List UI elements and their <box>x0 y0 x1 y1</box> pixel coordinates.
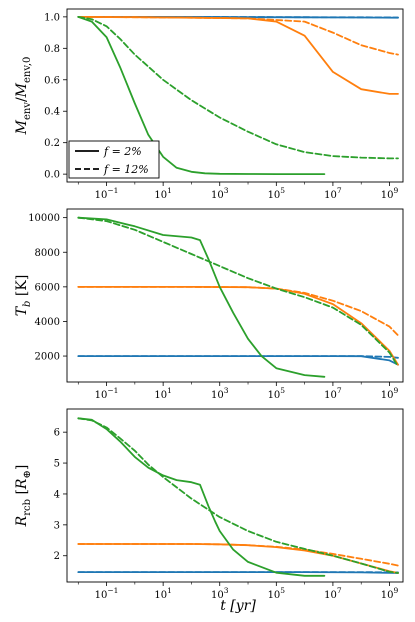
legend-label-solid: f = 2% <box>103 145 142 158</box>
panel-1: 10−1 101 103 105 107 109 0.0 0.2 0.4 0.6 0.8 1.0 Men… <box>14 8 404 201</box>
x-tick-label: 105 <box>268 386 286 401</box>
x-tick-label: 103 <box>211 186 229 201</box>
y-axis-label: Menv/Menv,0 <box>14 57 33 136</box>
x-tick-label: 107 <box>324 186 342 201</box>
x-tick-label: 10−1 <box>95 186 119 201</box>
panels-group: 10−1 101 103 105 107 109 0.0 0.2 0.4 0.6 0.8 1.0 Men… <box>14 8 404 601</box>
y-tick-label: 8000 <box>35 248 60 259</box>
series-orange-solid <box>77 543 399 574</box>
x-tick-label: 103 <box>211 386 229 401</box>
series-green-dashed <box>77 417 399 574</box>
x-tick-label: 101 <box>154 186 172 201</box>
legend: f = 2% f = 12% <box>68 140 160 179</box>
series-green-solid <box>77 15 326 176</box>
plot-frame <box>66 208 404 383</box>
panel-3: 10−1 101 103 105 107 109 2 3 4 5 6 Rrcb [R⊕] <box>14 408 404 601</box>
x-tick-label: 109 <box>381 586 399 601</box>
x-axis-label: t [yr] <box>220 598 256 614</box>
x-tick-label: 105 <box>268 186 286 201</box>
series-orange-dashed <box>77 285 399 337</box>
x-tick-label: 107 <box>324 586 342 601</box>
y-tick-label: 4000 <box>35 317 60 328</box>
y-tick-label: 0.8 <box>44 44 60 55</box>
x-tick-label: 10−1 <box>95 586 119 601</box>
y-axis-label: Rrcb [R⊕] <box>14 465 33 528</box>
series-green-dashed <box>77 216 399 368</box>
x-tick-label: 105 <box>268 586 286 601</box>
y-axis-label: Tb [K] <box>14 275 33 317</box>
series-orange-dashed <box>77 15 399 56</box>
series-orange-solid <box>77 285 399 366</box>
legend-label-dashed: f = 12% <box>103 163 149 176</box>
y-tick-label: 6000 <box>35 282 60 293</box>
x-tick-label: 10−1 <box>95 386 119 401</box>
y-tick-label: 5 <box>54 459 60 470</box>
series-green-solid <box>77 216 326 378</box>
x-tick-label: 103 <box>211 586 229 601</box>
series-green-dashed <box>77 15 399 160</box>
y-tick-label: 0.0 <box>44 170 60 181</box>
legend-box <box>68 140 160 179</box>
y-tick-label: 0.2 <box>44 138 60 149</box>
series-blue-dashed <box>77 355 399 359</box>
x-tick-label: 101 <box>154 386 172 401</box>
x-tick-label: 109 <box>381 386 399 401</box>
panel-2: 10−1 101 103 105 107 109 2000 4000 6000 8000 10000… <box>14 208 404 401</box>
x-tick-label: 107 <box>324 386 342 401</box>
x-tick-label: 109 <box>381 186 399 201</box>
series-blue-solid <box>77 355 399 366</box>
y-tick-label: 0.4 <box>44 107 60 118</box>
y-tick-label: 1.0 <box>44 12 60 23</box>
y-tick-label: 10000 <box>28 213 60 224</box>
plot-frame <box>66 8 404 183</box>
y-tick-label: 2000 <box>35 352 60 363</box>
y-tick-label: 4 <box>54 489 60 500</box>
plot-frame <box>66 408 404 583</box>
y-tick-label: 6 <box>54 428 60 439</box>
y-tick-label: 2 <box>54 551 60 562</box>
series-green-solid <box>77 417 326 577</box>
x-tick-label: 101 <box>154 586 172 601</box>
y-tick-label: 0.6 <box>44 75 60 86</box>
series-orange-dashed <box>77 543 399 567</box>
y-tick-label: 3 <box>54 520 60 531</box>
